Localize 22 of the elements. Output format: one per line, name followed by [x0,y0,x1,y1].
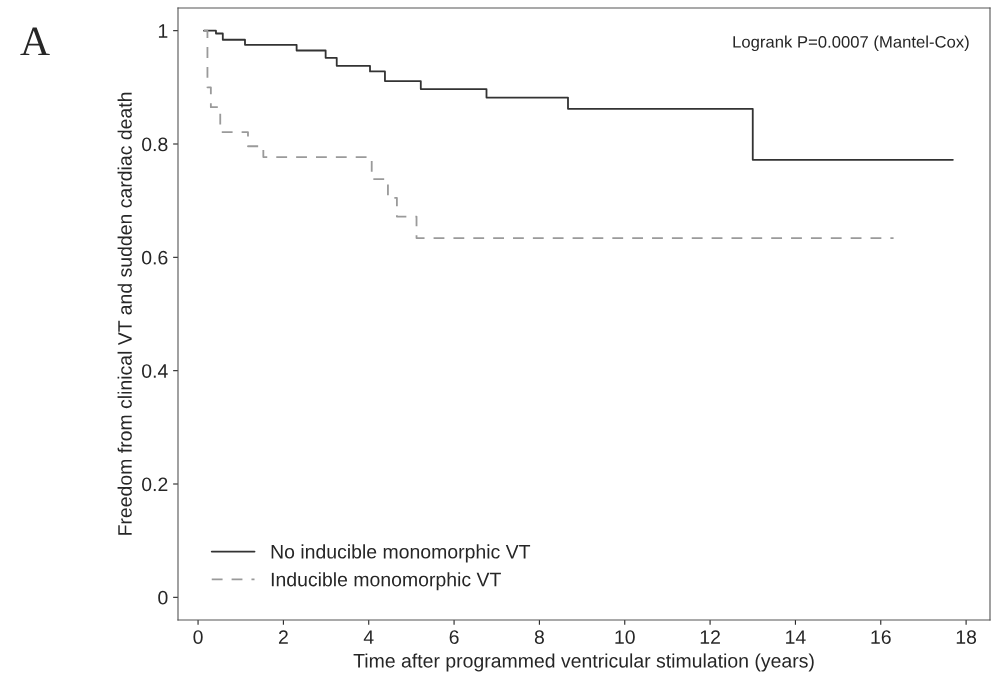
y-tick-label: 0.4 [142,364,168,378]
x-tick-label: 14 [786,630,806,644]
y-tick-label: 0.2 [142,477,168,492]
x-axis-title: Time after programmed ventricular stimulation (years) [353,653,814,672]
text: A [20,27,50,56]
x-tick-label: 8 [534,630,544,644]
y-tick-label: 0 [158,590,168,605]
legend-label: No inducible monomorphic VT [271,544,531,563]
y-tick-label: 0.8 [142,137,168,152]
x-tick-label: 0 [193,630,203,644]
x-tick-label: 12 [700,630,720,644]
legend-label: Inducible monomorphic VT [271,572,501,591]
annotation: Logrank P=0.0007 (Mantel-Cox) [733,35,969,52]
x-tick-label: 16 [871,630,891,644]
y-tick-label: 0.6 [142,250,168,265]
x-tick-label: 2 [278,630,288,644]
x-tick-label: 18 [956,630,977,644]
x-tick-label: 10 [615,630,635,644]
x-tick-label: 6 [449,630,459,644]
y-tick-label: 1 [158,24,168,38]
y-axis-title: Freedom from clinical VT and sudden cardiac death [117,92,132,535]
x-tick-label: 4 [363,630,374,644]
